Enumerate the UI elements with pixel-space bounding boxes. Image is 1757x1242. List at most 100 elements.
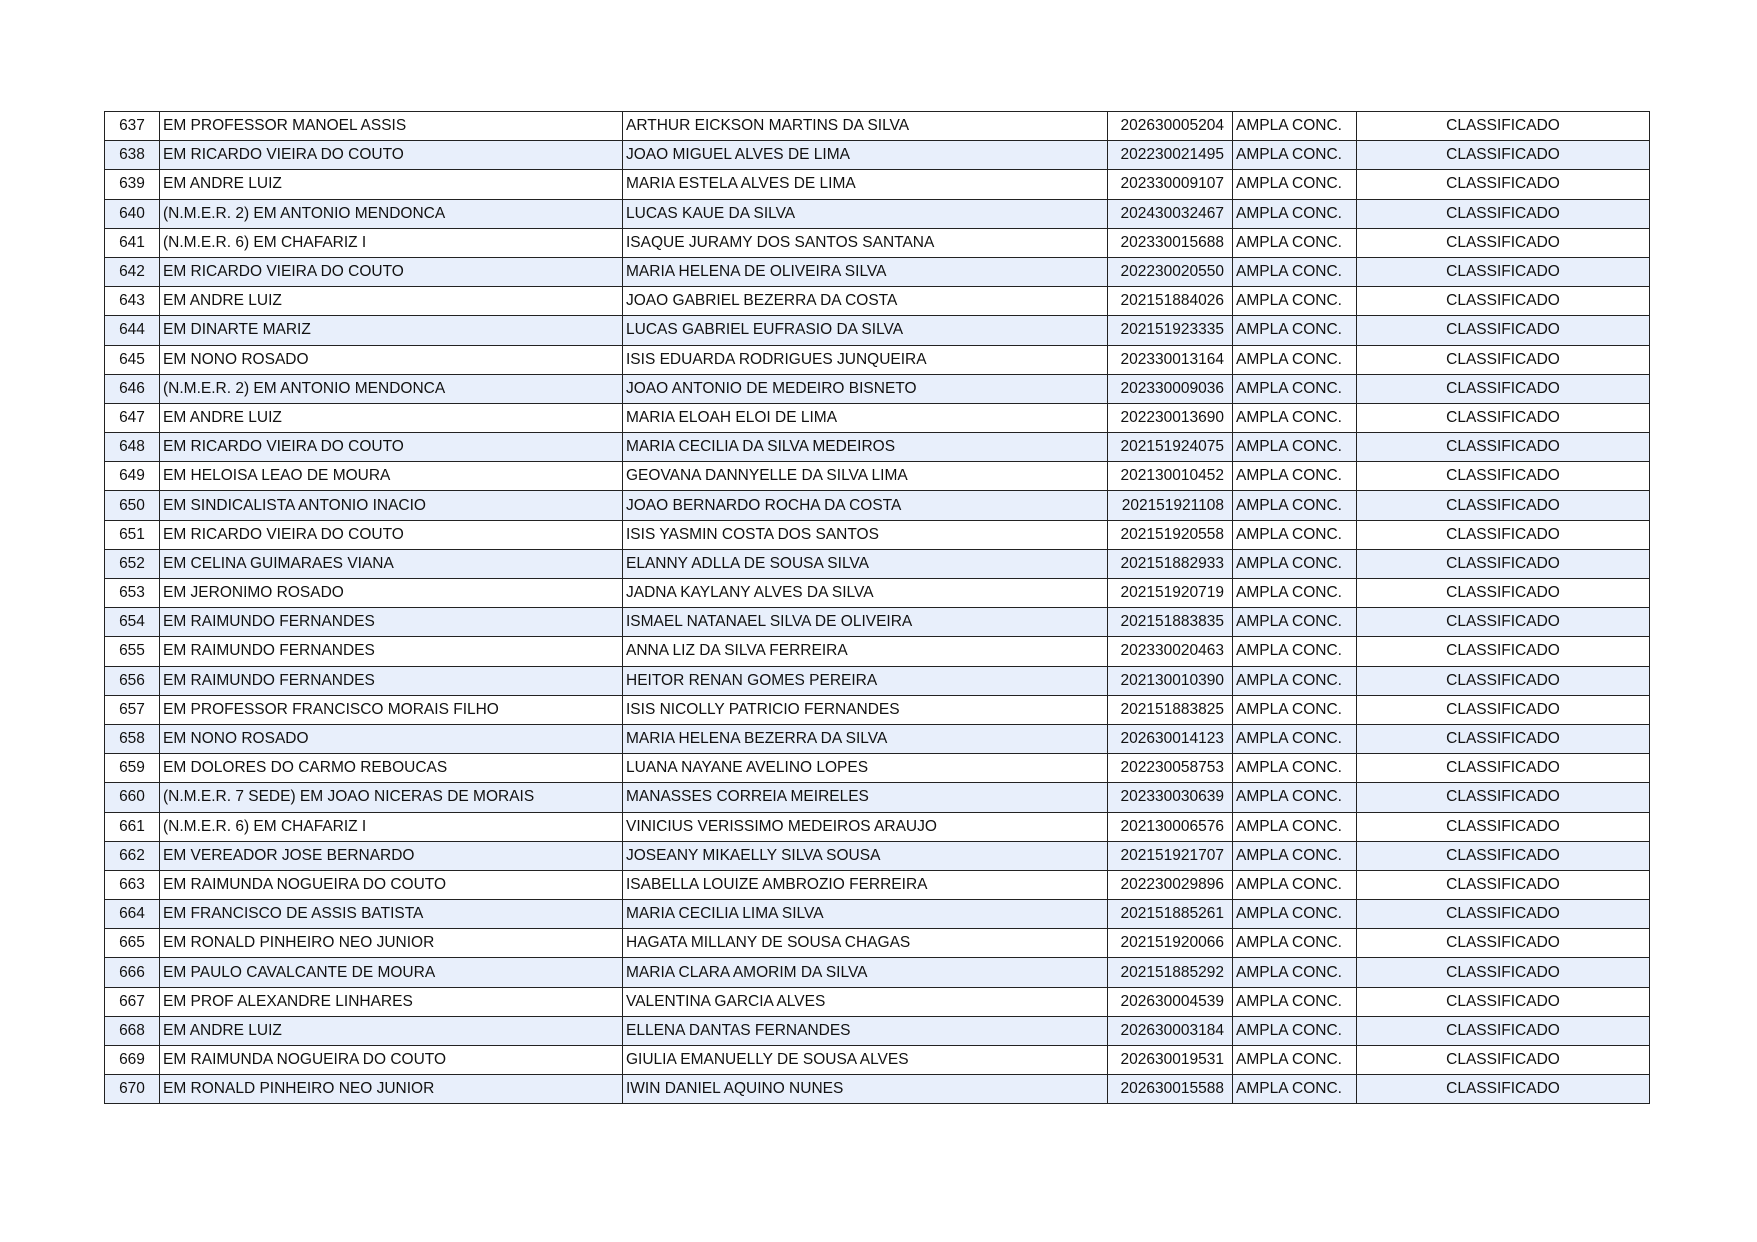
quota-cell: AMPLA CONC. — [1232, 461, 1357, 492]
rank-cell: 638 — [104, 140, 160, 171]
student-name-cell: MARIA ESTELA ALVES DE LIMA — [622, 169, 1108, 200]
rank-cell: 654 — [104, 607, 160, 638]
registration-cell: 202151885261 — [1107, 899, 1233, 930]
school-cell: EM VEREADOR JOSE BERNARDO — [159, 840, 623, 871]
table-row: 645 EM NONO ROSADO ISIS EDUARDA RODRIGUES … — [104, 344, 1650, 375]
registration-cell: 202151882933 — [1107, 548, 1233, 580]
rank-cell: 647 — [104, 402, 160, 434]
student-name-cell: MARIA ELOAH ELOI DE LIMA — [622, 402, 1108, 434]
registration-cell: 202430032467 — [1107, 198, 1233, 229]
student-name-cell: MARIA HELENA BEZERRA DA SILVA — [622, 723, 1108, 755]
table-row: 670 EM RONALD PINHEIRO NEO JUNIOR IWIN DAN… — [104, 1074, 1650, 1105]
status-cell: CLASSIFICADO — [1356, 1015, 1650, 1047]
rank-cell: 668 — [104, 1015, 160, 1047]
student-name-cell: ISIS EDUARDA RODRIGUES JUNQUEIRA — [622, 344, 1108, 375]
student-name-cell: LUANA NAYANE AVELINO LOPES — [622, 753, 1108, 784]
quota-cell: AMPLA CONC. — [1232, 256, 1357, 288]
quota-cell: AMPLA CONC. — [1232, 227, 1357, 258]
status-cell: CLASSIFICADO — [1356, 110, 1650, 142]
table-row: 640 (N.M.E.R. 2) EM ANTONIO MENDONCA LUCAS… — [104, 198, 1650, 229]
registration-cell: 202130006576 — [1107, 811, 1233, 842]
school-cell: EM RAIMUNDA NOGUEIRA DO COUTO — [159, 869, 623, 901]
student-name-cell: HEITOR RENAN GOMES PEREIRA — [622, 665, 1108, 696]
rank-cell: 639 — [104, 169, 160, 200]
school-cell: EM ANDRE LUIZ — [159, 1015, 623, 1047]
status-cell: CLASSIFICADO — [1356, 899, 1650, 930]
student-name-cell: ISMAEL NATANAEL SILVA DE OLIVEIRA — [622, 607, 1108, 638]
table-row: 668 EM ANDRE LUIZ ELLENA DANTAS FERNANDES 2… — [104, 1015, 1650, 1047]
registration-cell: 202230058753 — [1107, 753, 1233, 784]
rank-cell: 669 — [104, 1044, 160, 1076]
status-cell: CLASSIFICADO — [1356, 548, 1650, 580]
school-cell: EM RAIMUNDA NOGUEIRA DO COUTO — [159, 1044, 623, 1076]
quota-cell: AMPLA CONC. — [1232, 928, 1357, 959]
student-name-cell: GIULIA EMANUELLY DE SOUSA ALVES — [622, 1044, 1108, 1076]
rank-cell: 640 — [104, 198, 160, 229]
table-row: 642 EM RICARDO VIEIRA DO COUTO MARIA HELEN… — [104, 256, 1650, 288]
student-name-cell: ARTHUR EICKSON MARTINS DA SILVA — [622, 110, 1108, 142]
student-name-cell: GEOVANA DANNYELLE DA SILVA LIMA — [622, 461, 1108, 492]
school-cell: EM RICARDO VIEIRA DO COUTO — [159, 256, 623, 288]
status-cell: CLASSIFICADO — [1356, 169, 1650, 200]
rank-cell: 660 — [104, 782, 160, 813]
quota-cell: AMPLA CONC. — [1232, 169, 1357, 200]
student-name-cell: LUCAS GABRIEL EUFRASIO DA SILVA — [622, 315, 1108, 346]
school-cell: (N.M.E.R. 2) EM ANTONIO MENDONCA — [159, 198, 623, 229]
table-row: 669 EM RAIMUNDA NOGUEIRA DO COUTO GIULIA E… — [104, 1044, 1650, 1076]
student-name-cell: MARIA CECILIA LIMA SILVA — [622, 899, 1108, 930]
quota-cell: AMPLA CONC. — [1232, 344, 1357, 375]
rank-cell: 648 — [104, 432, 160, 463]
table-row: 664 EM FRANCISCO DE ASSIS BATISTA MARIA CE… — [104, 899, 1650, 930]
status-cell: CLASSIFICADO — [1356, 811, 1650, 842]
registration-cell: 202151924075 — [1107, 432, 1233, 463]
school-cell: EM PAULO CAVALCANTE DE MOURA — [159, 957, 623, 988]
registration-cell: 202151884026 — [1107, 286, 1233, 317]
table-row: 646 (N.M.E.R. 2) EM ANTONIO MENDONCA JOAO … — [104, 373, 1650, 404]
student-name-cell: JOAO MIGUEL ALVES DE LIMA — [622, 140, 1108, 171]
student-name-cell: ISIS YASMIN COSTA DOS SANTOS — [622, 519, 1108, 550]
rank-cell: 645 — [104, 344, 160, 375]
rank-cell: 653 — [104, 577, 160, 609]
registration-cell: 202130010452 — [1107, 461, 1233, 492]
status-cell: CLASSIFICADO — [1356, 577, 1650, 609]
status-cell: CLASSIFICADO — [1356, 315, 1650, 346]
rank-cell: 644 — [104, 315, 160, 346]
quota-cell: AMPLA CONC. — [1232, 811, 1357, 842]
quota-cell: AMPLA CONC. — [1232, 577, 1357, 609]
status-cell: CLASSIFICADO — [1356, 694, 1650, 725]
rank-cell: 666 — [104, 957, 160, 988]
table-row: 659 EM DOLORES DO CARMO REBOUCAS LUANA NAY… — [104, 753, 1650, 784]
rank-cell: 656 — [104, 665, 160, 696]
status-cell: CLASSIFICADO — [1356, 344, 1650, 375]
status-cell: CLASSIFICADO — [1356, 373, 1650, 404]
status-cell: CLASSIFICADO — [1356, 519, 1650, 550]
school-cell: (N.M.E.R. 6) EM CHAFARIZ I — [159, 227, 623, 258]
quota-cell: AMPLA CONC. — [1232, 607, 1357, 638]
table-row: 644 EM DINARTE MARIZ LUCAS GABRIEL EUFRASI… — [104, 315, 1650, 346]
registration-cell: 202130010390 — [1107, 665, 1233, 696]
student-name-cell: ISAQUE JURAMY DOS SANTOS SANTANA — [622, 227, 1108, 258]
school-cell: EM RAIMUNDO FERNANDES — [159, 607, 623, 638]
status-cell: CLASSIFICADO — [1356, 723, 1650, 755]
rank-cell: 667 — [104, 986, 160, 1017]
registration-cell: 202630019531 — [1107, 1044, 1233, 1076]
student-name-cell: ELLENA DANTAS FERNANDES — [622, 1015, 1108, 1047]
student-name-cell: JADNA KAYLANY ALVES DA SILVA — [622, 577, 1108, 609]
quota-cell: AMPLA CONC. — [1232, 490, 1357, 521]
quota-cell: AMPLA CONC. — [1232, 665, 1357, 696]
status-cell: CLASSIFICADO — [1356, 782, 1650, 813]
status-cell: CLASSIFICADO — [1356, 227, 1650, 258]
school-cell: EM RAIMUNDO FERNANDES — [159, 665, 623, 696]
school-cell: EM DOLORES DO CARMO REBOUCAS — [159, 753, 623, 784]
table-row: 637 EM PROFESSOR MANOEL ASSIS ARTHUR EICKS… — [104, 110, 1650, 142]
school-cell: EM ANDRE LUIZ — [159, 169, 623, 200]
rank-cell: 642 — [104, 256, 160, 288]
registration-cell: 202630003184 — [1107, 1015, 1233, 1047]
status-cell: CLASSIFICADO — [1356, 986, 1650, 1017]
table-row: 649 EM HELOISA LEAO DE MOURA GEOVANA DANNY… — [104, 461, 1650, 492]
table-row: 662 EM VEREADOR JOSE BERNARDO JOSEANY MIKA… — [104, 840, 1650, 871]
school-cell: EM CELINA GUIMARAES VIANA — [159, 548, 623, 580]
student-name-cell: MANASSES CORREIA MEIRELES — [622, 782, 1108, 813]
table-body: 637 EM PROFESSOR MANOEL ASSIS ARTHUR EICKS… — [104, 110, 1650, 1105]
status-cell: CLASSIFICADO — [1356, 607, 1650, 638]
